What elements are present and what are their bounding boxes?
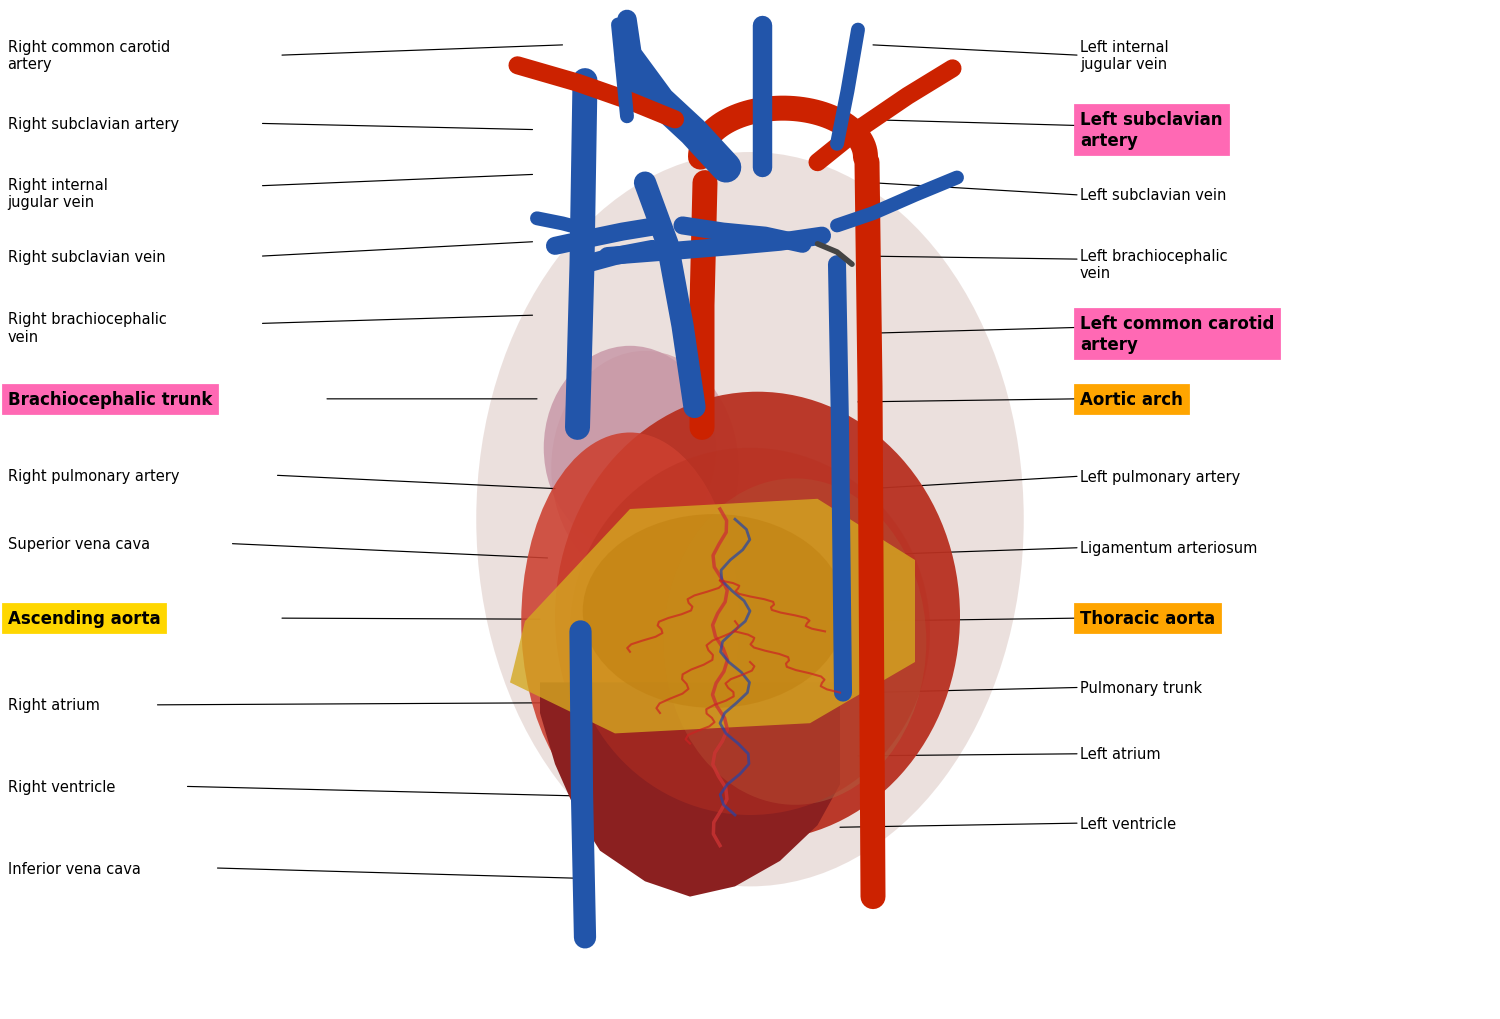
Ellipse shape	[570, 448, 930, 815]
Text: Left brachiocephalic
vein: Left brachiocephalic vein	[1080, 249, 1227, 281]
Text: Superior vena cava: Superior vena cava	[8, 537, 150, 551]
Text: Left internal
jugular vein: Left internal jugular vein	[1080, 40, 1168, 72]
Ellipse shape	[663, 479, 926, 805]
Text: Left pulmonary artery: Left pulmonary artery	[1080, 470, 1240, 484]
Ellipse shape	[477, 153, 1023, 887]
Text: Inferior vena cava: Inferior vena cava	[8, 861, 141, 875]
Text: Right ventricle: Right ventricle	[8, 780, 115, 794]
Text: Left atrium: Left atrium	[1080, 747, 1161, 761]
Ellipse shape	[552, 352, 738, 586]
Text: Right subclavian artery: Right subclavian artery	[8, 117, 178, 131]
Text: Aortic arch: Aortic arch	[1080, 390, 1184, 409]
Text: Left subclavian vein: Left subclavian vein	[1080, 189, 1227, 203]
Text: Brachiocephalic trunk: Brachiocephalic trunk	[8, 390, 211, 409]
Text: Ligamentum arteriosum: Ligamentum arteriosum	[1080, 541, 1257, 555]
Text: Right common carotid
artery: Right common carotid artery	[8, 40, 170, 72]
Text: Pulmonary trunk: Pulmonary trunk	[1080, 681, 1202, 695]
Text: Ascending aorta: Ascending aorta	[8, 609, 160, 628]
Text: Right internal
jugular vein: Right internal jugular vein	[8, 177, 108, 210]
Text: Right atrium: Right atrium	[8, 698, 99, 712]
Ellipse shape	[582, 515, 846, 708]
Text: Thoracic aorta: Thoracic aorta	[1080, 609, 1215, 628]
Text: Right pulmonary artery: Right pulmonary artery	[8, 469, 178, 483]
Text: Left subclavian
artery: Left subclavian artery	[1080, 111, 1222, 150]
Polygon shape	[510, 499, 915, 734]
Ellipse shape	[543, 346, 717, 550]
Ellipse shape	[555, 392, 960, 841]
Text: Left common carotid
artery: Left common carotid artery	[1080, 315, 1275, 354]
Text: Right brachiocephalic
vein: Right brachiocephalic vein	[8, 312, 166, 344]
Ellipse shape	[522, 433, 738, 810]
Text: Left ventricle: Left ventricle	[1080, 816, 1176, 830]
Text: Right subclavian vein: Right subclavian vein	[8, 250, 165, 264]
Polygon shape	[540, 683, 840, 897]
